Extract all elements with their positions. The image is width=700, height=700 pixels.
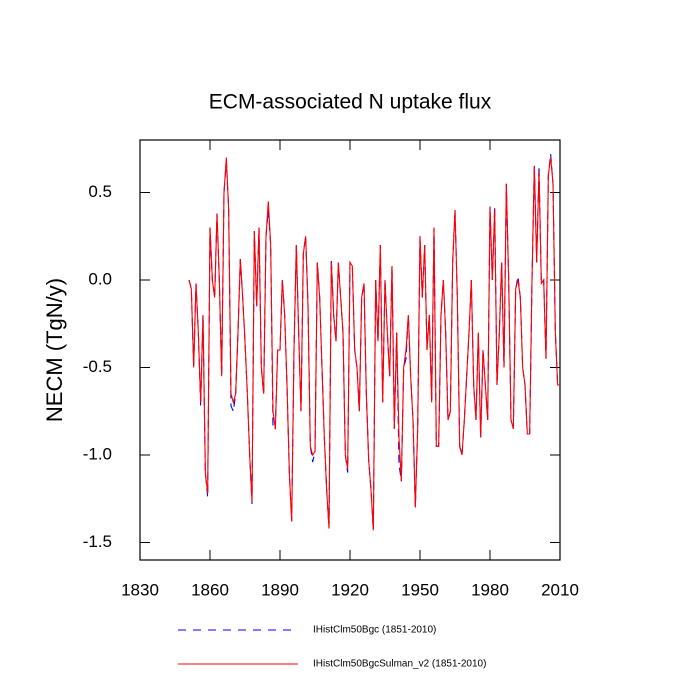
x-tick-label: 1950 — [401, 580, 439, 599]
legend-label: IHistClm50Bgc (1851-2010) — [313, 625, 436, 636]
x-tick-label: 1830 — [121, 580, 159, 599]
y-tick-label: 0.0 — [88, 269, 112, 288]
y-tick-label: -1.5 — [83, 532, 112, 551]
x-tick-label: 1920 — [331, 580, 369, 599]
y-tick-label: -0.5 — [83, 357, 112, 376]
y-axis-label: NECM (TgN/y) — [42, 278, 67, 422]
series-line — [188, 157, 560, 531]
x-tick-label: 1860 — [191, 580, 229, 599]
x-tick-label: 2010 — [541, 580, 579, 599]
legend-label: IHistClm50BgcSulman_v2 (1851-2010) — [313, 659, 486, 670]
x-tick-label: 1980 — [471, 580, 509, 599]
x-tick-label: 1890 — [261, 580, 299, 599]
chart-title: ECM-associated N uptake flux — [209, 91, 492, 114]
y-tick-label: 0.5 — [88, 182, 112, 201]
y-tick-label: -1.0 — [83, 444, 112, 463]
